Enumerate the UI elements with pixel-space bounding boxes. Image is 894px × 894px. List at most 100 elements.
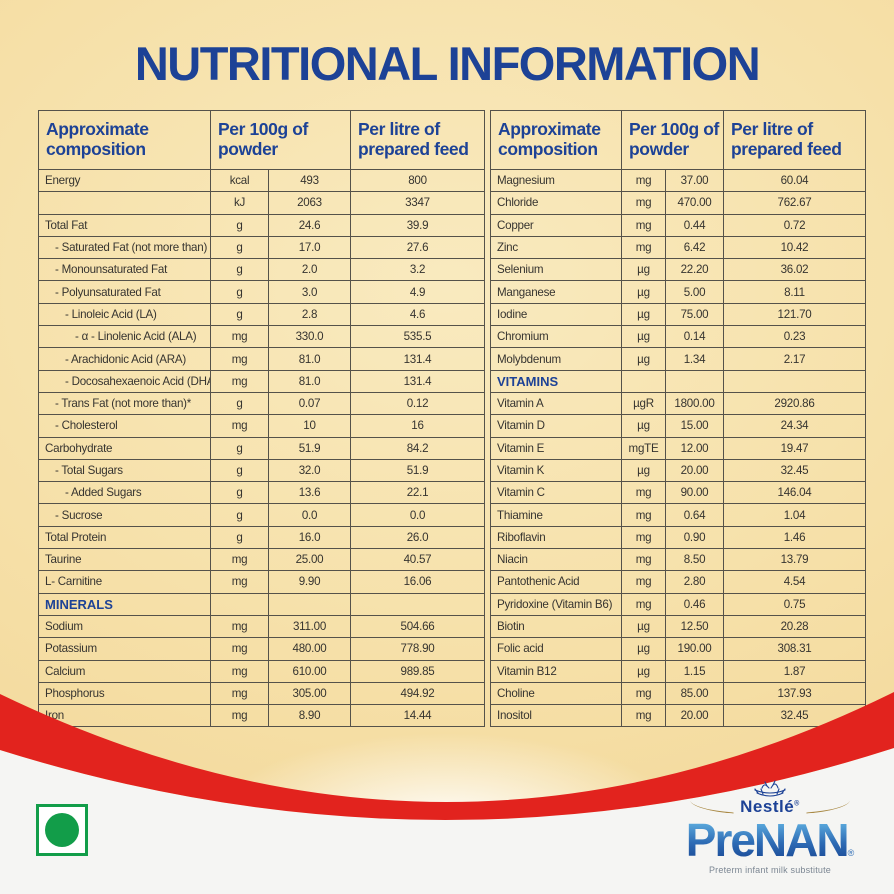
table-row: Molybdenum µg 1.34 2.17 — [491, 348, 865, 371]
unit-cell: g — [211, 504, 269, 526]
row-label: Calcium — [39, 660, 211, 682]
row-label: Iodine — [491, 303, 622, 326]
table-row: Niacin mg 8.50 13.79 — [491, 549, 865, 572]
table-row: Manganese µg 5.00 8.11 — [491, 281, 865, 304]
per-100g-value: 0.90 — [666, 526, 724, 549]
table-row: Chromium µg 0.14 0.23 — [491, 326, 865, 349]
header-per-litre: Per litre of prepared feed — [731, 119, 842, 159]
per-100g-value: 12.00 — [666, 437, 724, 459]
per-100g-value: 0.46 — [666, 593, 724, 615]
table-row: Folic acid µg 190.00 308.31 — [491, 638, 865, 661]
table-row: Riboflavin mg 0.90 1.46 — [491, 526, 865, 550]
table-row: - Arachidonic Acid (ARA) mg 81.0 131.4 — [39, 348, 484, 371]
per-litre-value: 8.11 — [784, 285, 805, 299]
unit-cell: mg — [622, 504, 666, 526]
per-litre-value: 3.2 — [409, 263, 426, 277]
per-100g-value: 493 — [269, 170, 351, 192]
row-label: - α - Linolenic Acid (ALA) — [39, 326, 211, 348]
row-label: VITAMINS — [491, 370, 622, 392]
per-litre-value: 131.4 — [403, 374, 432, 388]
per-100g-value: 0.07 — [269, 392, 351, 415]
per-litre-value: 26.0 — [406, 530, 429, 544]
per-litre-value: 800 — [408, 174, 427, 188]
unit-cell: g — [211, 303, 269, 326]
unit-cell: g — [211, 392, 269, 415]
unit-cell: g — [211, 259, 269, 281]
per-100g-value: 0.44 — [666, 214, 724, 236]
unit-cell: mg — [211, 638, 269, 660]
table-row: - Monounsaturated Fat g 2.0 3.2 — [39, 259, 484, 282]
unit-cell: mgTE — [622, 437, 666, 459]
row-label: Biotin — [491, 615, 622, 638]
row-label: Vitamin C — [491, 482, 622, 504]
per-100g-value: 75.00 — [666, 303, 724, 326]
right-table-body: Magnesium mg 37.00 60.04 Chloride mg 470.00 762… — [491, 170, 865, 727]
header-per-100g: Per 100g of powder — [211, 111, 351, 169]
table-row: L- Carnitine mg 9.90 16.06 — [39, 571, 484, 594]
unit-cell: µgR — [622, 392, 666, 415]
per-litre-value: 0.0 — [409, 508, 426, 522]
table-row: Copper mg 0.44 0.72 — [491, 214, 865, 237]
per-litre-value: 0.75 — [783, 597, 806, 611]
table-row: Potassium mg 480.00 778.90 — [39, 638, 484, 661]
unit-cell: mg — [622, 192, 666, 214]
per-litre-value: 40.57 — [403, 553, 432, 567]
per-litre-value: 1.87 — [783, 664, 806, 678]
row-label: - Total Sugars — [39, 459, 211, 482]
unit-cell: mg — [211, 615, 269, 638]
table-row: Chloride mg 470.00 762.67 — [491, 192, 865, 215]
table-row: kJ 2063 3347 — [39, 192, 484, 215]
per-litre-value: 504.66 — [400, 620, 435, 634]
per-litre-value — [351, 594, 484, 615]
row-label: Vitamin E — [491, 437, 622, 459]
table-row: Zinc mg 6.42 10.42 — [491, 236, 865, 260]
per-100g-value: 0.64 — [666, 504, 724, 526]
per-litre-value: 0.72 — [783, 218, 806, 232]
per-100g-value: 470.00 — [666, 192, 724, 214]
unit-cell: g — [211, 437, 269, 459]
unit-cell: kcal — [211, 170, 269, 192]
per-100g-value: 51.9 — [269, 437, 351, 459]
row-label: - Linoleic Acid (LA) — [39, 303, 211, 326]
per-litre-value: 0.12 — [406, 397, 429, 411]
per-litre-value: 989.85 — [400, 664, 435, 678]
row-label: Vitamin D — [491, 415, 622, 437]
per-100g-value: 90.00 — [666, 482, 724, 504]
per-litre-value: 36.02 — [780, 263, 809, 277]
per-100g-value: 5.00 — [666, 281, 724, 303]
unit-cell: kJ — [211, 192, 269, 214]
row-label: Vitamin B12 — [491, 660, 622, 682]
per-100g-value: 330.0 — [269, 326, 351, 348]
table-row: Pyridoxine (Vitamin B6) mg 0.46 0.75 — [491, 593, 865, 616]
table-row: - Sucrose g 0.0 0.0 — [39, 504, 484, 527]
row-label: Taurine — [39, 549, 211, 571]
per-litre-value: 1.46 — [783, 530, 806, 544]
per-100g-value: 10 — [269, 415, 351, 437]
unit-cell: g — [211, 236, 269, 259]
table-row: Total Fat g 24.6 39.9 — [39, 214, 484, 237]
row-label: - Docosahexaenoic Acid (DHA) — [39, 370, 211, 392]
per-100g-value: 12.50 — [666, 615, 724, 638]
per-100g-value: 190.00 — [666, 638, 724, 660]
unit-cell: mg — [211, 415, 269, 437]
per-litre-value: 84.2 — [406, 441, 429, 455]
per-litre-value: 13.79 — [780, 553, 809, 567]
table-row: Sodium mg 311.00 504.66 — [39, 615, 484, 639]
row-label: Pantothenic Acid — [491, 571, 622, 593]
per-litre-value: 0.23 — [783, 330, 806, 344]
section-row: VITAMINS — [491, 370, 865, 393]
left-table: Approximate composition Per 100g of powd… — [38, 110, 485, 728]
brand-logo: Nestlé® PreNAN® Preterm infant milk subs… — [650, 780, 890, 875]
per-litre-value: 2.17 — [783, 352, 806, 366]
vegetarian-green-dot-icon — [45, 813, 79, 847]
row-label: Molybdenum — [491, 348, 622, 370]
row-label: - Sucrose — [39, 504, 211, 526]
per-litre-value: 146.04 — [777, 486, 812, 500]
flourish-left-icon — [689, 800, 735, 814]
table-row: - Added Sugars g 13.6 22.1 — [39, 482, 484, 505]
per-litre-value: 32.45 — [780, 709, 809, 723]
per-litre-value: 16.06 — [403, 575, 432, 589]
